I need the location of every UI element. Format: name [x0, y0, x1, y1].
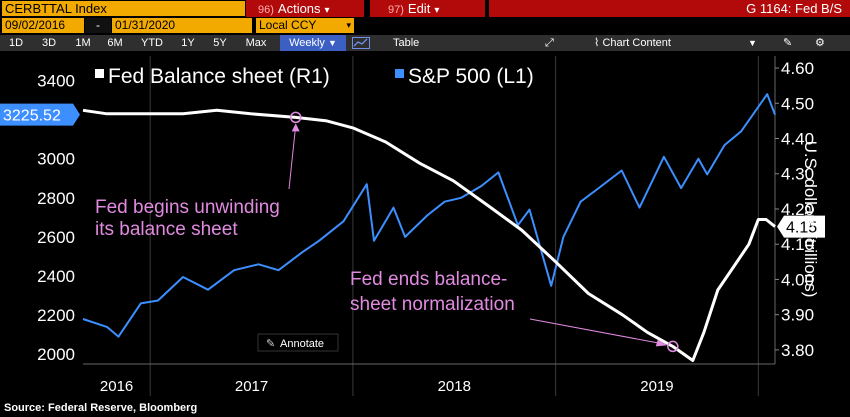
line-chart-icon[interactable]	[352, 37, 370, 49]
date-to-field[interactable]: 01/31/2020	[112, 18, 252, 33]
annotation-arrow	[288, 125, 297, 190]
period-max-button[interactable]: Max	[245, 37, 267, 49]
chevron-down-icon: ▾	[346, 20, 351, 30]
pencil-icon: ✎	[266, 338, 275, 350]
top-toolbar: CERBTTAL Index 96) Actions ▾ 97) Edit ▾ G 11…	[0, 0, 850, 17]
legend-swatch-spx	[395, 69, 404, 78]
chevron-down-icon: ▾	[324, 5, 330, 16]
chart-content-button[interactable]: ⌇ Chart Content	[594, 35, 671, 51]
chart-content-label: Chart Content	[602, 37, 671, 49]
right-tick-label: 4.00	[781, 270, 814, 289]
legend-fed-label: Fed Balance sheet (R1)	[108, 65, 330, 88]
chevron-down-icon[interactable]: ▼	[748, 38, 757, 48]
source-note: Source: Federal Reserve, Bloomberg	[4, 402, 198, 414]
x-tick-label: 2018	[438, 378, 471, 395]
date-from-value: 09/02/2016	[5, 18, 66, 32]
date-range-row: 09/02/2016 - 01/31/2020 Local CCY ▾	[0, 18, 850, 34]
annotation-text: Fed ends balance-	[350, 269, 507, 290]
table-button[interactable]: Table	[393, 37, 420, 49]
right-tick-label: 4.10	[781, 235, 814, 254]
chevron-down-icon: ▾	[434, 5, 440, 16]
annotation-arrowhead	[291, 123, 300, 132]
actions-menu-button[interactable]: 96) Actions ▾	[246, 0, 364, 17]
annotation-text: Fed begins unwinding	[95, 197, 280, 218]
chart-content-icon: ⌇	[594, 37, 600, 49]
fed-balance-line	[82, 108, 776, 362]
legend-swatch-fed	[95, 69, 104, 78]
left-tick-label: 3000	[37, 150, 75, 169]
currency-value: Local CCY	[259, 18, 317, 32]
right-axis-label: U.S. dollars (trillions)	[801, 141, 820, 298]
right-tick-label: 4.60	[781, 59, 814, 78]
annotation-arrowhead	[655, 339, 667, 347]
period-1y-button[interactable]: 1Y	[181, 37, 195, 49]
right-tick-label: 4.50	[781, 94, 814, 113]
annotation-text: sheet normalization	[350, 294, 515, 315]
right-tick-label: 4.40	[781, 130, 814, 149]
annotation-text: its balance sheet	[95, 219, 238, 240]
period-3d-button[interactable]: 3D	[41, 37, 57, 49]
chevron-down-icon: ▼	[328, 38, 337, 48]
annotation-arrow	[529, 318, 666, 345]
currency-select[interactable]: Local CCY ▾	[256, 18, 354, 33]
spx-last-value: 3225.52	[3, 108, 61, 125]
date-to-value: 01/31/2020	[115, 18, 176, 32]
fed-last-value: 4.15	[786, 220, 817, 237]
left-tick-label: 2800	[37, 189, 75, 208]
left-tick-label: 2600	[37, 228, 75, 247]
page-title-bar: G 1164: Fed B/S	[489, 0, 850, 17]
annotation-marker	[667, 340, 679, 353]
date-separator: -	[85, 18, 111, 33]
right-tick-label: 4.20	[781, 200, 814, 219]
right-tick-label: 4.30	[781, 165, 814, 184]
period-5y-button[interactable]: 5Y	[213, 37, 227, 49]
legend-spx-label: S&P 500 (L1)	[408, 65, 534, 88]
ticker-field[interactable]: CERBTTAL Index	[2, 1, 245, 16]
actions-label: Actions	[277, 1, 321, 16]
spx-line	[82, 93, 776, 338]
actions-key: 96)	[258, 4, 274, 16]
frequency-value: Weekly	[289, 37, 325, 49]
chart-legend: Fed Balance sheet (R1) S&P 500 (L1)	[95, 65, 534, 88]
date-from-field[interactable]: 09/02/2016	[2, 18, 84, 33]
left-tick-label: 3400	[37, 72, 75, 91]
x-tick-label: 2016	[100, 378, 133, 395]
left-tick-label: 2200	[37, 306, 75, 325]
fed-last-value-box	[777, 215, 825, 238]
annotation-marker	[289, 111, 302, 124]
chart-area: 200022002400260028003000320034003.803.90…	[0, 56, 825, 396]
frequency-select[interactable]: Weekly ▼	[280, 35, 346, 51]
left-tick-label: 2400	[37, 267, 75, 286]
period-6m-button[interactable]: 6M	[107, 37, 123, 49]
ticker-label: CERBTTAL Index	[5, 1, 107, 16]
spx-last-value-box	[0, 103, 80, 126]
annotate-label: Annotate	[280, 338, 324, 350]
x-tick-label: 2019	[640, 378, 673, 395]
left-tick-label: 2000	[37, 345, 75, 364]
right-tick-label: 3.80	[781, 341, 814, 360]
edit-menu-button[interactable]: 97) Edit ▾	[370, 0, 485, 17]
period-1m-button[interactable]: 1M	[75, 37, 91, 49]
right-tick-label: 3.90	[781, 306, 814, 325]
edit-label: Edit	[407, 1, 431, 16]
edit-pencil-icon[interactable]: ✎	[783, 37, 793, 49]
expand-icon[interactable]: ⤢	[545, 37, 554, 49]
x-tick-label: 2017	[235, 378, 268, 395]
period-1d-button[interactable]: 1D	[8, 37, 24, 49]
page-title: G 1164: Fed B/S	[746, 1, 842, 16]
period-ytd-button[interactable]: YTD	[141, 37, 163, 49]
edit-key: 97)	[388, 4, 404, 16]
period-toolbar: 1D 3D 1M 6M YTD 1Y 5Y Max Weekly ▼ Table…	[0, 35, 850, 51]
annotate-control[interactable]: ✎ Annotate	[257, 333, 339, 352]
gear-icon[interactable]: ⚙	[815, 37, 825, 49]
